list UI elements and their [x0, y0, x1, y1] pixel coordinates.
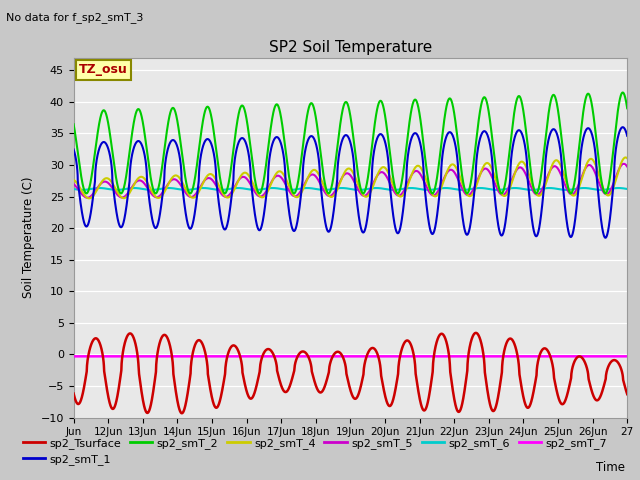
Text: TZ_osu: TZ_osu: [79, 63, 127, 76]
Text: No data for f_sp2_smT_3: No data for f_sp2_smT_3: [6, 12, 144, 23]
Legend: sp2_Tsurface, sp2_smT_1, sp2_smT_2, sp2_smT_4, sp2_smT_5, sp2_smT_6, sp2_smT_7: sp2_Tsurface, sp2_smT_1, sp2_smT_2, sp2_…: [19, 433, 611, 469]
Title: SP2 Soil Temperature: SP2 Soil Temperature: [269, 40, 432, 55]
X-axis label: Time: Time: [596, 461, 625, 474]
Y-axis label: Soil Temperature (C): Soil Temperature (C): [22, 177, 35, 299]
